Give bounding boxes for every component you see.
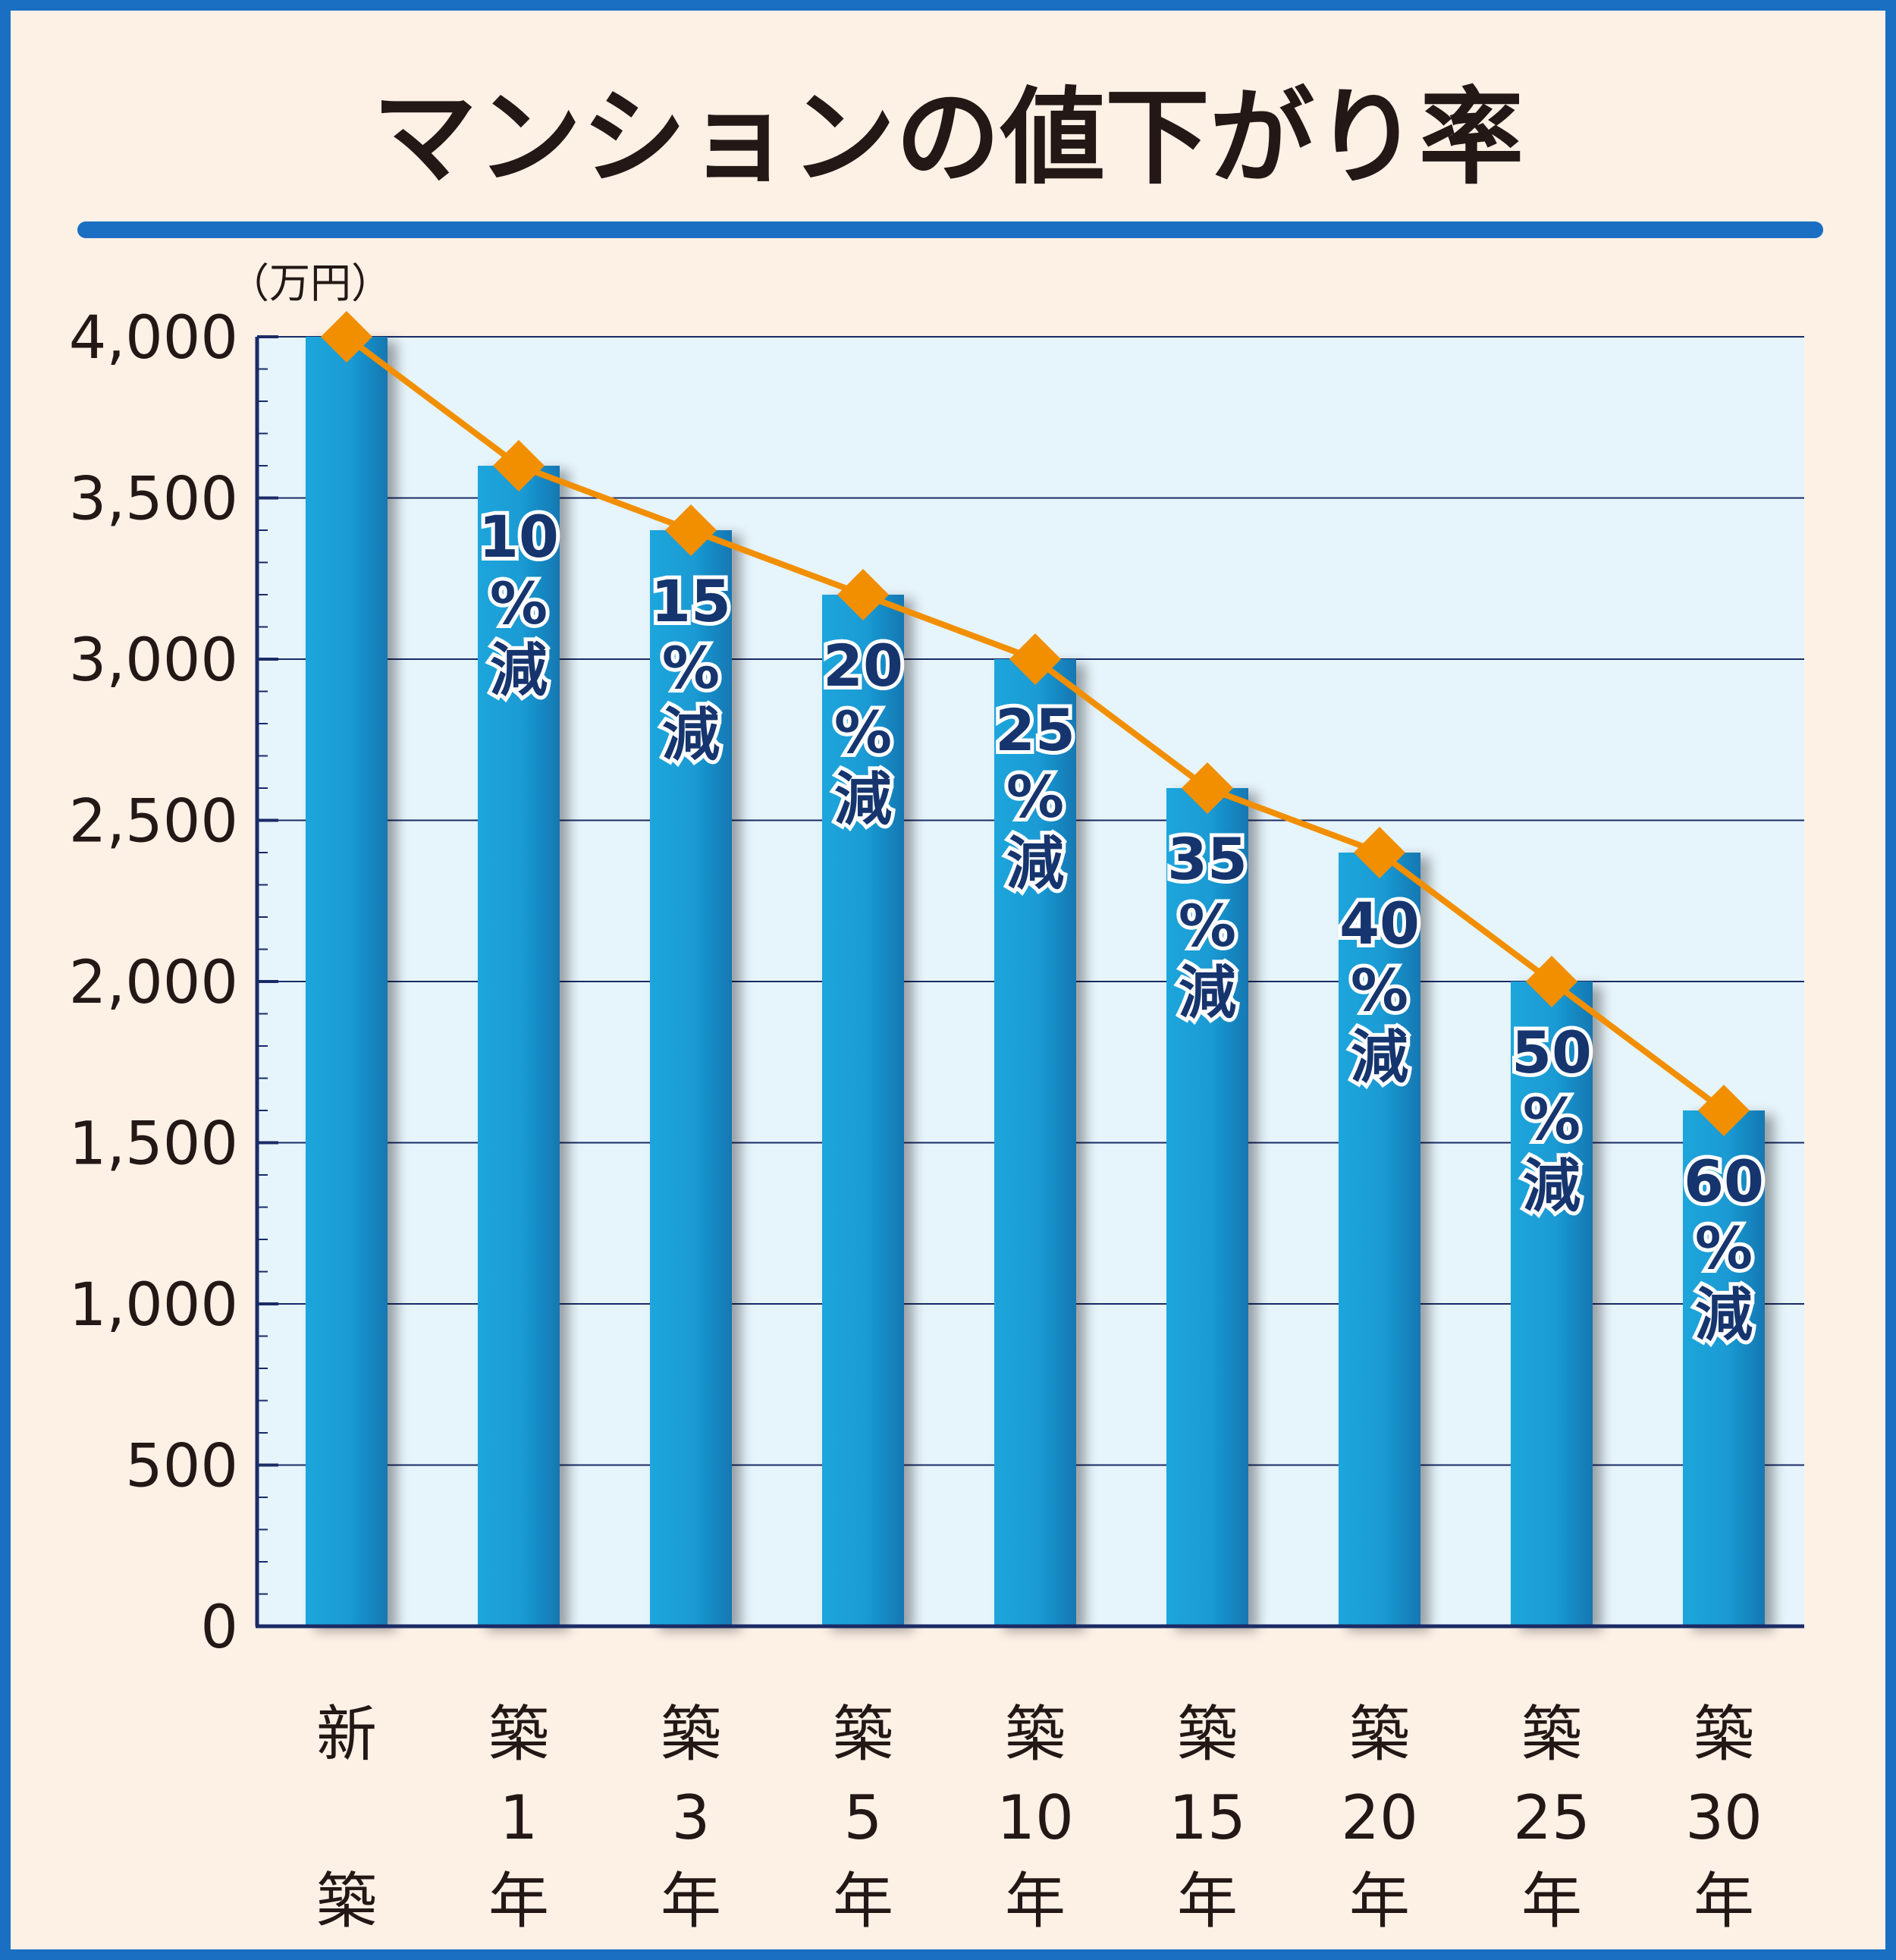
data-point-marker xyxy=(1354,827,1405,878)
y-tick-label: 2,000 xyxy=(69,949,238,1017)
y-unit-label: （万円） xyxy=(228,259,392,307)
bar-label: 減 xyxy=(1351,1023,1408,1091)
x-category-label: 25 xyxy=(1513,1783,1590,1853)
bar-label: % xyxy=(490,570,548,637)
bar-label: 減 xyxy=(1179,959,1236,1026)
chart-frame: マンションの値下がり率 （万円） 4,000 3,500 3,000 2,500 2,0… xyxy=(11,11,1885,1949)
x-category-label: 築 xyxy=(1694,1699,1754,1770)
x-category-label: 新 xyxy=(316,1699,377,1770)
bar-label: 15 xyxy=(651,567,731,635)
x-category-label: 築 xyxy=(1521,1699,1582,1770)
y-tick-label: 3,000 xyxy=(69,627,238,695)
title-underline xyxy=(77,221,1823,238)
x-category-label: 5 xyxy=(844,1783,883,1853)
data-point-marker xyxy=(665,504,717,556)
bar-label: 50 xyxy=(1511,1019,1592,1086)
bar-label: 減 xyxy=(1006,830,1064,897)
bar-label: 減 xyxy=(490,636,548,704)
bar xyxy=(1683,1110,1765,1626)
bar xyxy=(1339,853,1420,1626)
y-tick-label: 1,500 xyxy=(69,1110,238,1179)
x-category-label: 年 xyxy=(833,1866,893,1936)
bar-label: % xyxy=(1006,763,1064,831)
x-category-label: 年 xyxy=(661,1866,721,1936)
bar xyxy=(650,530,732,1626)
bar-label: 60 xyxy=(1684,1148,1764,1215)
y-tick-label: 0 xyxy=(200,1594,238,1662)
x-category-label: 30 xyxy=(1685,1783,1763,1853)
y-tick-label: 2,500 xyxy=(69,788,238,856)
x-category-label: 3 xyxy=(672,1783,711,1853)
bar-label: 減 xyxy=(1695,1281,1753,1349)
x-category-label: 築 xyxy=(316,1866,377,1936)
bar-label: 40 xyxy=(1339,890,1420,957)
bar xyxy=(1166,788,1248,1626)
bar-labels: 10%減15%減20%減25%減 35%減40%減 50%減 60%減 xyxy=(475,499,1768,1352)
y-tick-label: 1,000 xyxy=(69,1271,238,1340)
bar xyxy=(1511,982,1593,1626)
x-category-label: 築 xyxy=(1005,1699,1066,1770)
bar-label: 減 xyxy=(834,765,892,833)
value-line xyxy=(321,311,1750,1136)
bar xyxy=(822,595,904,1626)
data-point-marker xyxy=(837,569,889,620)
x-category-label: 年 xyxy=(1177,1866,1238,1936)
x-category-label: 年 xyxy=(1694,1866,1754,1936)
x-category-label: 年 xyxy=(1349,1866,1410,1936)
bar xyxy=(994,659,1076,1626)
bar xyxy=(306,337,388,1626)
data-point-marker xyxy=(1009,633,1061,685)
bar-label: % xyxy=(662,634,720,702)
bar-label: 減 xyxy=(1523,1152,1581,1220)
data-point-marker xyxy=(1526,956,1577,1007)
bar-label: 10 xyxy=(479,503,559,570)
x-category-label: 築 xyxy=(488,1699,549,1770)
data-point-marker xyxy=(1698,1085,1750,1136)
x-category-label: 年 xyxy=(488,1866,549,1936)
bar-label: 25 xyxy=(995,696,1075,764)
data-point-marker xyxy=(493,440,545,492)
y-tick-label: 3,500 xyxy=(69,466,238,534)
bar xyxy=(478,466,560,1626)
y-tick-label: 4,000 xyxy=(69,304,238,372)
x-category-label: 15 xyxy=(1169,1783,1246,1853)
bars xyxy=(306,337,1765,1626)
bar-label: % xyxy=(1695,1214,1753,1282)
x-category-label: 20 xyxy=(1341,1783,1418,1853)
chart: マンションの値下がり率 （万円） 4,000 3,500 3,000 2,500 2,0… xyxy=(69,77,1823,1936)
bar-label: % xyxy=(1179,892,1236,960)
x-category-label: 10 xyxy=(997,1783,1074,1853)
chart-title: マンションの値下がり率 xyxy=(372,77,1524,199)
bar-label: % xyxy=(834,699,892,766)
data-point-marker xyxy=(1182,762,1233,814)
bar-label: 減 xyxy=(662,701,720,768)
x-category-label: 築 xyxy=(1177,1699,1238,1770)
y-axis-ticks: 4,000 3,500 3,000 2,500 2,000 1,500 1,000 500 0 xyxy=(69,304,278,1662)
bar-label: % xyxy=(1351,956,1408,1024)
x-category-label: 築 xyxy=(661,1699,721,1770)
y-tick-label: 500 xyxy=(125,1433,238,1501)
x-category-label: 年 xyxy=(1521,1866,1582,1936)
x-category-label: 築 xyxy=(1349,1699,1410,1770)
bar-label: % xyxy=(1523,1085,1581,1153)
bar-label: 20 xyxy=(823,632,903,699)
x-category-label: 1 xyxy=(500,1783,538,1853)
data-point-marker xyxy=(321,311,372,363)
x-category-label: 年 xyxy=(1005,1866,1066,1936)
x-category-label: 築 xyxy=(833,1699,893,1770)
bar-label: 35 xyxy=(1167,825,1248,893)
